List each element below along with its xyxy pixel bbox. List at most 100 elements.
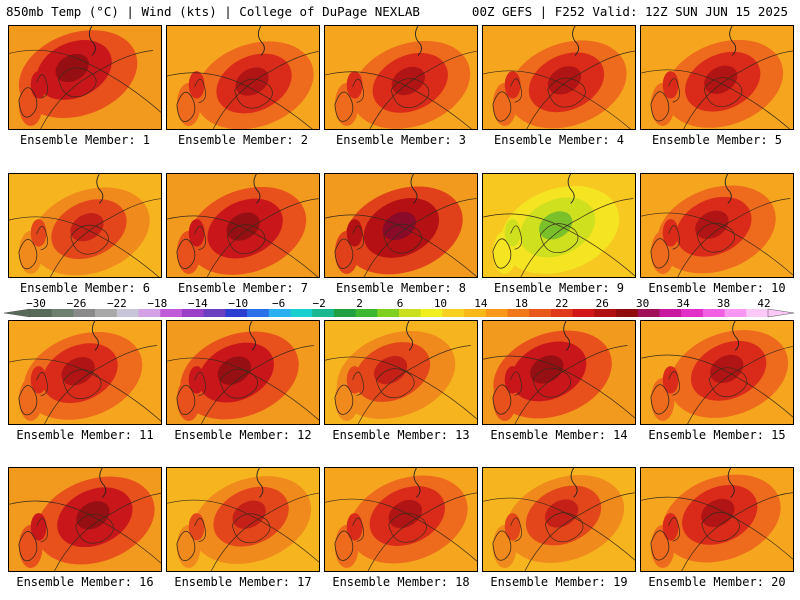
- colorbar-swatch: [485, 309, 509, 317]
- colorbar-swatch: [268, 309, 291, 317]
- colorbar-swatch: [247, 309, 270, 317]
- colorbar-swatch: [420, 309, 443, 317]
- colorbar-right-arrow: [767, 308, 795, 318]
- ensemble-member-label: Ensemble Member: 8: [335, 281, 467, 295]
- ensemble-member-label: Ensemble Member: 3: [335, 133, 467, 147]
- temperature-field: [9, 468, 161, 571]
- ensemble-member-label: Ensemble Member: 9: [493, 281, 625, 295]
- temperature-field: [641, 468, 793, 571]
- colorbar-swatch: [616, 309, 639, 317]
- colorbar-swatch: [181, 309, 205, 317]
- ensemble-member-label: Ensemble Member: 14: [490, 428, 628, 442]
- colorbar-swatch: [572, 309, 595, 317]
- colorbar-swatch: [637, 309, 660, 317]
- colorbar-swatch: [507, 309, 530, 317]
- temperature-field: [483, 174, 635, 277]
- temperature-field: [9, 321, 161, 424]
- colorbar-swatch: [681, 309, 704, 317]
- temperature-field: [641, 321, 793, 424]
- temperature-field: [641, 174, 793, 277]
- temperature-field: [325, 321, 477, 424]
- header-title: 850mb Temp (°C) | Wind (kts) | College o…: [6, 4, 420, 19]
- ensemble-member-label: Ensemble Member: 15: [648, 428, 786, 442]
- colorbar-swatch: [30, 309, 53, 317]
- colorbar-swatch: [225, 309, 248, 317]
- ensemble-member-map: [8, 25, 162, 130]
- temperature-field: [167, 174, 319, 277]
- colorbar-swatch: [550, 309, 574, 317]
- colorbar-swatch: [51, 309, 74, 317]
- temperature-field: [325, 174, 477, 277]
- colorbar-swatch: [160, 309, 183, 317]
- ensemble-member-label: Ensemble Member: 10: [648, 281, 786, 295]
- ensemble-member-label: Ensemble Member: 5: [651, 133, 783, 147]
- colorbar-swatch: [399, 309, 422, 317]
- colorbar-left-arrow: [3, 308, 31, 318]
- colorbar-tick-label: 26: [595, 297, 609, 310]
- colorbar-tick-label: −26: [66, 297, 87, 310]
- colorbar-tick-label: 30: [636, 297, 650, 310]
- ensemble-member-label: Ensemble Member: 18: [332, 575, 470, 589]
- temperature-field: [641, 26, 793, 129]
- colorbar-swatch: [594, 309, 617, 317]
- ensemble-member-map: [482, 173, 636, 278]
- colorbar-tick-label: 42: [757, 297, 771, 310]
- colorbar-tick-label: 34: [676, 297, 690, 310]
- colorbar-tick-label: −22: [106, 297, 127, 310]
- colorbar-swatch: [203, 309, 226, 317]
- colorbar-tick-label: 6: [396, 297, 404, 310]
- ensemble-member-map: [8, 467, 162, 572]
- colorbar-swatch: [529, 309, 552, 317]
- colorbar-swatch: [73, 309, 96, 317]
- colorbar-swatch: [724, 309, 747, 317]
- ensemble-member-map: [640, 25, 794, 130]
- colorbar-swatch: [659, 309, 682, 317]
- ensemble-member-label: Ensemble Member: 7: [177, 281, 309, 295]
- temperature-colorbar: [0, 296, 800, 320]
- ensemble-member-map: [324, 173, 478, 278]
- temperature-field: [167, 468, 319, 571]
- colorbar-swatch: [442, 309, 465, 317]
- colorbar-tick-label: 10: [433, 297, 448, 310]
- colorbar-swatch: [312, 309, 335, 317]
- colorbar-tick-label: −6: [272, 297, 286, 310]
- temperature-field: [9, 26, 161, 129]
- colorbar-svg: [3, 308, 795, 318]
- colorbar-swatch: [702, 309, 726, 317]
- colorbar-tick-label: −14: [187, 297, 208, 310]
- colorbar-tick-label: 14: [474, 297, 488, 310]
- ensemble-member-label: Ensemble Member: 12: [174, 428, 312, 442]
- temperature-field: [483, 321, 635, 424]
- ensemble-member-map: [166, 25, 320, 130]
- ensemble-member-map: [640, 173, 794, 278]
- ensemble-member-label: Ensemble Member: 1: [19, 133, 151, 147]
- ensemble-member-map: [166, 173, 320, 278]
- ensemble-member-map: [324, 320, 478, 425]
- ensemble-member-map: [8, 173, 162, 278]
- colorbar-swatch: [138, 309, 161, 317]
- ensemble-member-label: Ensemble Member: 6: [19, 281, 151, 295]
- colorbar-swatch: [116, 309, 140, 317]
- temperature-field: [325, 26, 477, 129]
- ensemble-member-label: Ensemble Member: 13: [332, 428, 470, 442]
- temperature-field: [483, 26, 635, 129]
- ensemble-member-map: [166, 467, 320, 572]
- colorbar-swatch: [377, 309, 400, 317]
- colorbar-tick-label: 22: [555, 297, 569, 310]
- ensemble-member-map: [324, 25, 478, 130]
- colorbar-tick-label: 38: [716, 297, 731, 310]
- ensemble-member-label: Ensemble Member: 11: [16, 428, 154, 442]
- colorbar-tick-label: 2: [356, 297, 363, 310]
- ensemble-member-label: Ensemble Member: 19: [490, 575, 628, 589]
- colorbar-swatch: [355, 309, 378, 317]
- temperature-field: [9, 174, 161, 277]
- colorbar-tick-label: −30: [26, 297, 46, 310]
- ensemble-member-map: [640, 320, 794, 425]
- ensemble-member-map: [482, 320, 636, 425]
- colorbar-tick-label: −10: [228, 297, 249, 310]
- ensemble-member-label: Ensemble Member: 16: [16, 575, 154, 589]
- header-run-info: 00Z GEFS | F252 Valid: 12Z SUN JUN 15 20…: [471, 4, 788, 19]
- colorbar-tick-label: −2: [312, 297, 326, 310]
- colorbar-swatch: [746, 309, 769, 317]
- colorbar-swatch: [290, 309, 313, 317]
